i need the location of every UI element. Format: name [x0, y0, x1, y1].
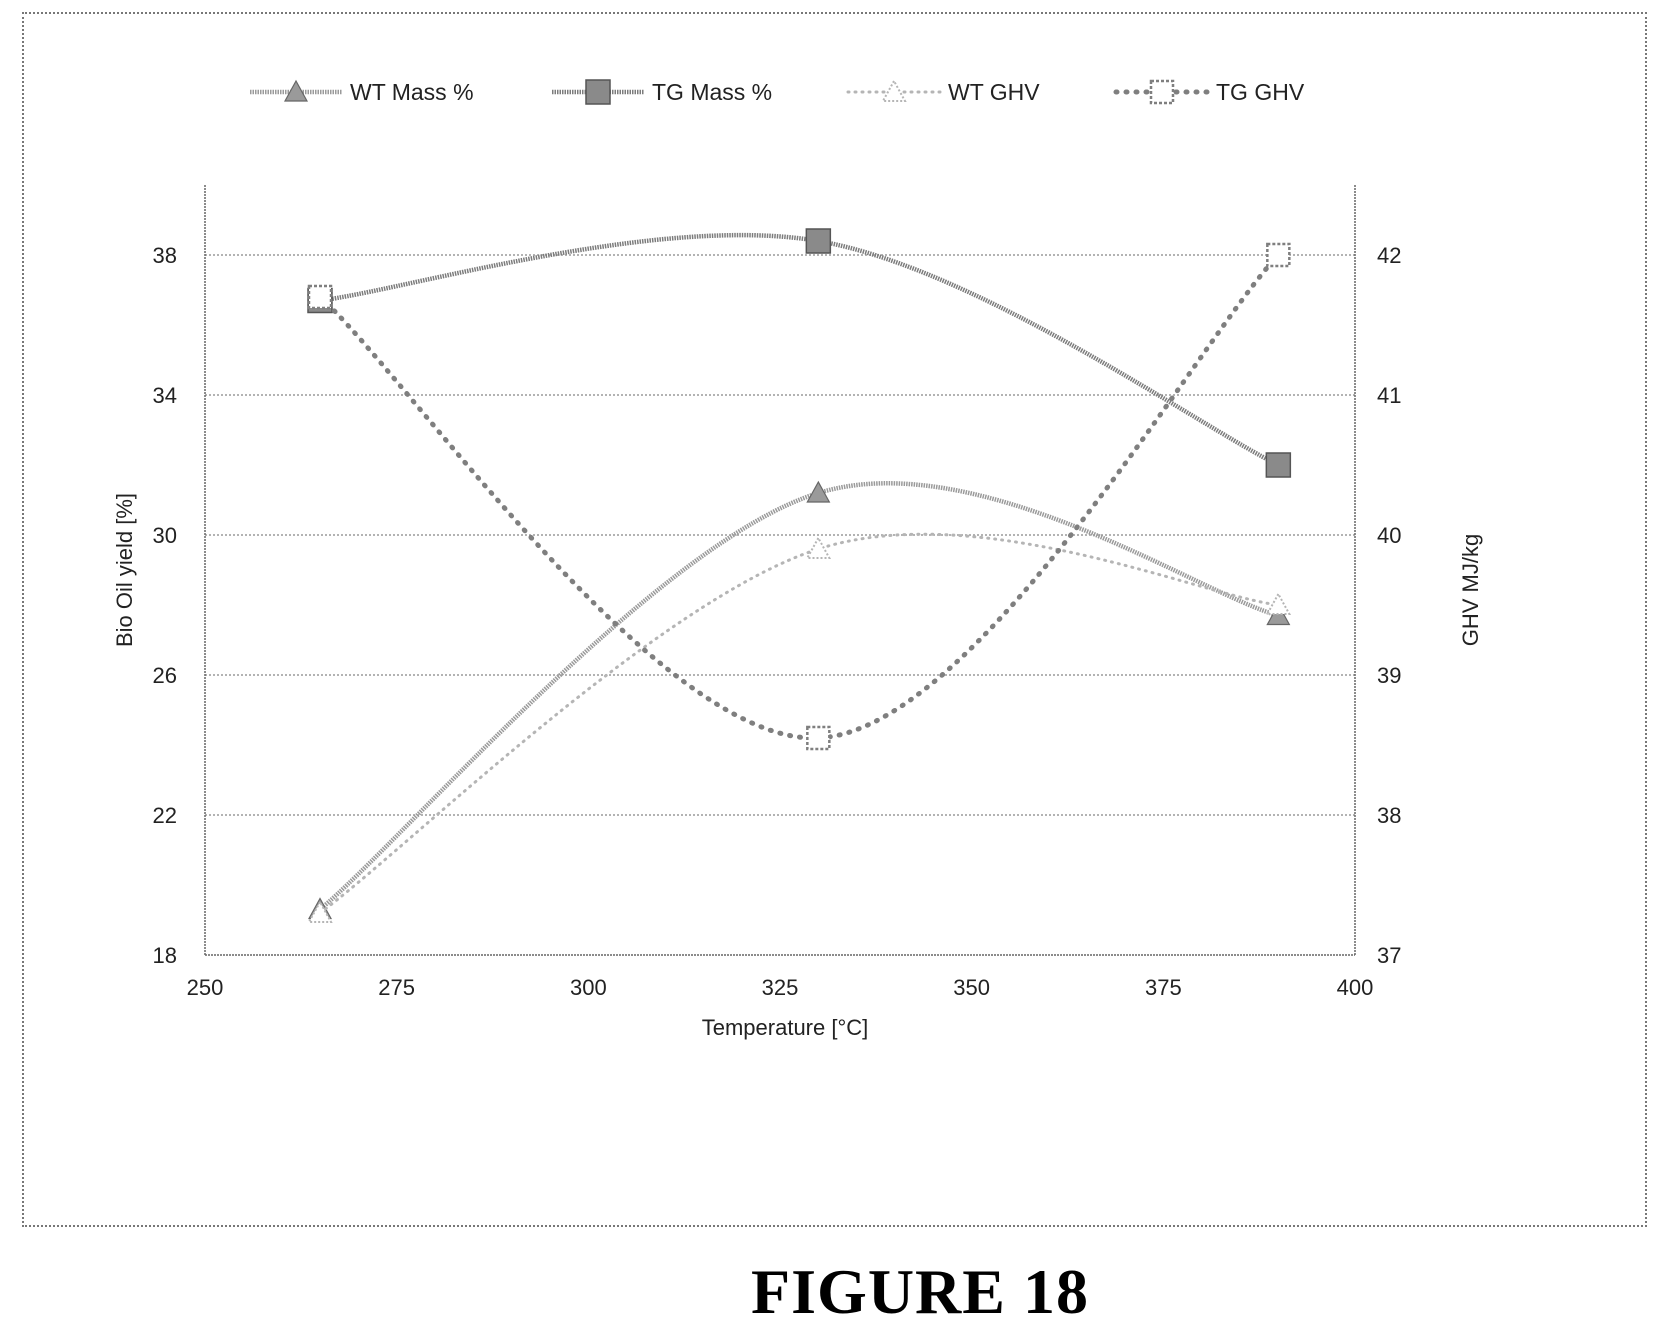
chart-frame — [22, 12, 1647, 1227]
legend-label: TG Mass % — [652, 79, 772, 105]
legend-label: WT Mass % — [350, 79, 474, 105]
x-tick-label: 350 — [953, 975, 990, 1000]
chart: 18 22 26 30 34 38 37 38 39 40 41 42 250 275 300 325 350 3… — [112, 78, 1483, 1040]
y-tick-label: 30 — [153, 523, 177, 548]
legend: WT Mass % TG Mass % WT GHV TG GHV — [250, 78, 1305, 105]
y-tick-label: 38 — [153, 243, 177, 268]
legend-label: TG GHV — [1216, 79, 1305, 105]
series-tg-ghv — [307, 242, 1291, 751]
y-axis-title: Bio Oil yield [%] — [112, 493, 137, 647]
y2-tick-label: 41 — [1377, 383, 1401, 408]
y-tick-label: 34 — [153, 383, 177, 408]
figure-caption: FIGURE 18 — [751, 1256, 1089, 1327]
legend-item-wt-mass-pct: WT Mass % — [250, 79, 474, 105]
y2-tick-label: 40 — [1377, 523, 1401, 548]
data-point — [1265, 591, 1292, 615]
series-line-wt-mass-pct — [318, 481, 1279, 912]
data-point — [805, 535, 832, 559]
x-tick-label: 275 — [378, 975, 415, 1000]
legend-item-wt-ghv: WT GHV — [846, 78, 1040, 105]
data-point — [806, 480, 831, 503]
data-point — [806, 725, 831, 751]
data-point — [1266, 242, 1291, 268]
data-point — [1265, 452, 1292, 478]
legend-swatch-marker — [585, 79, 611, 105]
legend-swatch-marker — [1149, 79, 1175, 105]
x-tick-label: 300 — [570, 975, 607, 1000]
y2-tick-label: 37 — [1377, 943, 1401, 968]
x-tick-label: 400 — [1337, 975, 1374, 1000]
y-tick-label: 26 — [153, 663, 177, 688]
legend-swatch-marker — [283, 79, 309, 102]
x-tick-label: 325 — [762, 975, 799, 1000]
series-wt-mass-pct — [307, 480, 1291, 920]
x-tick-label: 375 — [1145, 975, 1182, 1000]
data-point — [307, 899, 333, 923]
series-line-wt-ghv — [318, 532, 1280, 915]
y2-axis-title: GHV MJ/kg — [1458, 534, 1483, 646]
y2-tick-label: 42 — [1377, 243, 1401, 268]
legend-label: WT GHV — [948, 79, 1040, 105]
legend-swatch-marker — [881, 78, 907, 102]
axes: 18 22 26 30 34 38 37 38 39 40 41 42 250 275 300 325 350 3… — [112, 185, 1483, 1040]
series-line-tg-mass-pct — [319, 232, 1280, 468]
y-tick-label: 22 — [153, 803, 177, 828]
legend-item-tg-ghv: TG GHV — [1113, 79, 1305, 105]
data-point — [307, 284, 333, 310]
y2-tick-label: 39 — [1377, 663, 1401, 688]
series-wt-ghv — [307, 532, 1292, 923]
x-tick-label: 250 — [187, 975, 224, 1000]
y-tick-label: 18 — [153, 943, 177, 968]
x-axis-title: Temperature [°C] — [702, 1015, 869, 1040]
legend-item-tg-mass-pct: TG Mass % — [552, 79, 772, 105]
y2-tick-label: 38 — [1377, 803, 1401, 828]
data-point — [805, 228, 832, 254]
series — [307, 228, 1292, 923]
series-line-tg-ghv — [317, 252, 1281, 741]
